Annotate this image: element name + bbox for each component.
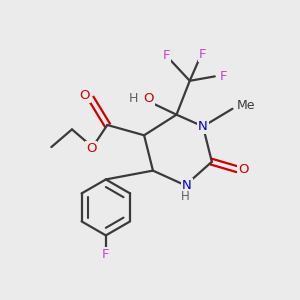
Text: O: O bbox=[86, 142, 96, 155]
Text: F: F bbox=[220, 70, 227, 83]
Text: O: O bbox=[143, 92, 154, 105]
Text: N: N bbox=[198, 120, 208, 133]
Text: O: O bbox=[80, 89, 90, 102]
Text: F: F bbox=[162, 49, 170, 62]
Text: Me: Me bbox=[236, 99, 255, 112]
Text: O: O bbox=[238, 163, 249, 176]
Text: H: H bbox=[129, 92, 139, 105]
Text: F: F bbox=[199, 48, 207, 61]
Text: H: H bbox=[181, 190, 190, 203]
Text: N: N bbox=[182, 179, 192, 192]
Text: F: F bbox=[102, 248, 110, 261]
